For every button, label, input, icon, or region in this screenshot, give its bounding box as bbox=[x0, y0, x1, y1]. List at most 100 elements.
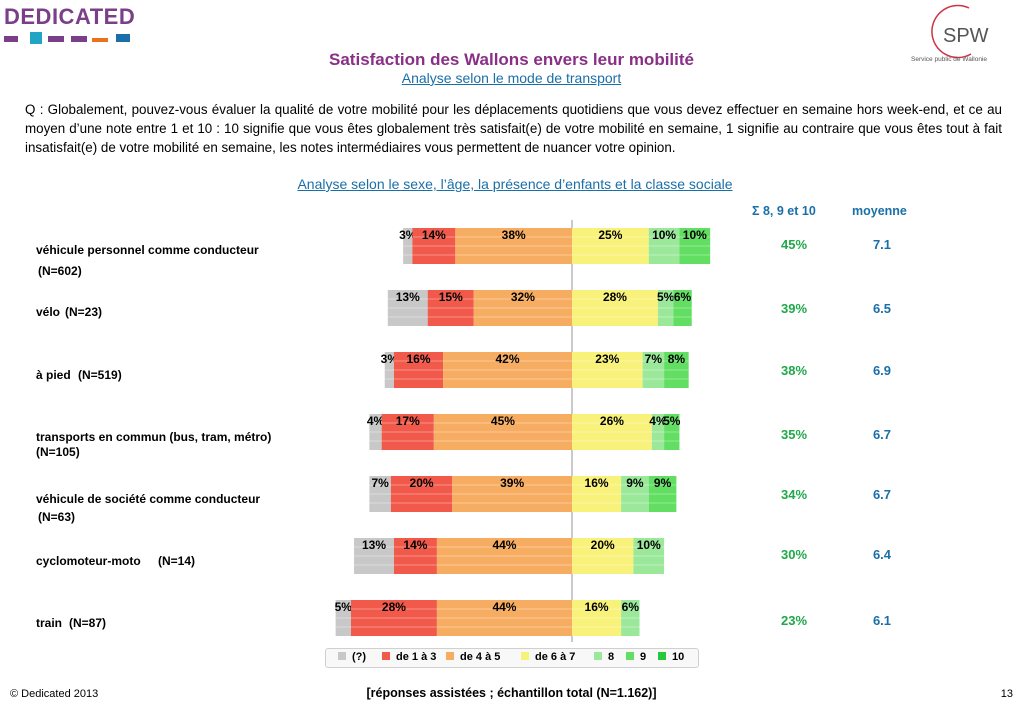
bar-data-label: 13% bbox=[396, 290, 420, 304]
bar-data-label: 20% bbox=[410, 476, 434, 490]
bar-data-label: 26% bbox=[600, 414, 624, 428]
bar-segment bbox=[673, 290, 692, 326]
row-n: (N=105) bbox=[36, 445, 80, 459]
question-text: Q : Globalement, pouvez-vous évaluer la … bbox=[25, 102, 1002, 155]
legend-swatch bbox=[594, 652, 602, 660]
brand-square bbox=[4, 36, 18, 42]
mean-value: 6.4 bbox=[872, 547, 892, 562]
legend-swatch bbox=[446, 652, 454, 660]
row-n: (N=87) bbox=[69, 616, 107, 630]
bar-data-label: 28% bbox=[382, 600, 406, 614]
bar-segment bbox=[443, 352, 572, 388]
bar-segment bbox=[648, 476, 677, 512]
bar-segment bbox=[427, 290, 474, 326]
sum-value: 30% bbox=[780, 547, 808, 562]
bar-data-label: 38% bbox=[502, 228, 526, 242]
brand-square bbox=[71, 36, 87, 42]
bar-data-label: 14% bbox=[422, 228, 446, 242]
sum-value: 34% bbox=[780, 487, 808, 502]
row-n: (N=63) bbox=[38, 510, 76, 524]
row-label: véhicule personnel comme conducteur bbox=[36, 243, 259, 257]
bar-data-label: 5% bbox=[657, 290, 675, 304]
row-label: vélo bbox=[36, 305, 61, 319]
copyright: © Dedicated 2013 bbox=[10, 688, 99, 700]
bar-segment bbox=[436, 600, 572, 636]
bar-segment bbox=[381, 414, 434, 450]
bar-segment bbox=[335, 600, 351, 636]
legend-label: de 4 à 5 bbox=[460, 651, 501, 663]
sum-value: 23% bbox=[780, 613, 808, 628]
bar-data-label: 5% bbox=[663, 414, 681, 428]
row-n: (N=14) bbox=[158, 554, 196, 568]
bar-data-label: 9% bbox=[626, 476, 644, 490]
bar-segment bbox=[572, 352, 643, 388]
mean-value: 6.7 bbox=[872, 487, 892, 502]
legend-swatch bbox=[626, 652, 634, 660]
spw-logo-text: SPW bbox=[943, 25, 989, 47]
brand-square bbox=[92, 38, 108, 42]
brand-logo-text: DEDICATED bbox=[4, 4, 136, 29]
bar-segment bbox=[412, 228, 456, 264]
mean-value: 6.7 bbox=[872, 427, 892, 442]
bar-segment bbox=[642, 352, 665, 388]
bar-data-label: 28% bbox=[603, 290, 627, 304]
bar-data-label: 7% bbox=[645, 352, 663, 366]
bar-data-label: 10% bbox=[683, 228, 707, 242]
bar-segment bbox=[369, 414, 382, 450]
bar-data-label: 44% bbox=[492, 538, 516, 552]
row-label: cyclomoteur-moto bbox=[36, 554, 141, 568]
bar-data-label: 16% bbox=[585, 476, 609, 490]
bar-data-label: 9% bbox=[654, 476, 672, 490]
bar-data-label: 4% bbox=[649, 414, 667, 428]
row-label: à pied bbox=[36, 368, 71, 382]
bar-data-label: 13% bbox=[362, 538, 386, 552]
sample-note: [réponses assistées ; échantillon total … bbox=[366, 686, 657, 700]
row-n: (N=519) bbox=[78, 368, 122, 382]
bar-segment bbox=[621, 476, 649, 512]
mean-column-header: moyenne bbox=[852, 204, 907, 218]
bar-data-label: 3% bbox=[399, 228, 417, 242]
bar-data-label: 39% bbox=[500, 476, 524, 490]
row-n: (N=23) bbox=[65, 305, 103, 319]
sum-value: 39% bbox=[780, 301, 808, 316]
bar-data-label: 16% bbox=[585, 600, 609, 614]
legend-swatch bbox=[382, 652, 390, 660]
bar-data-label: 23% bbox=[595, 352, 619, 366]
bar-segment bbox=[354, 538, 394, 574]
bar-segment bbox=[452, 476, 572, 512]
bar-segment bbox=[384, 352, 394, 388]
chart-legend: (?) de 1 à 3 de 4 à 5 de 6 à 7 8 9 10 bbox=[325, 648, 699, 668]
bar-segment bbox=[387, 290, 428, 326]
bar-segment bbox=[369, 476, 391, 512]
bar-segment bbox=[572, 538, 634, 574]
bar-segment bbox=[473, 290, 572, 326]
bar-segment bbox=[664, 352, 689, 388]
brand-square bbox=[116, 34, 130, 42]
bar-data-label: 17% bbox=[396, 414, 420, 428]
bar-segment bbox=[572, 228, 649, 264]
row-label: train bbox=[36, 616, 63, 630]
bar-segment bbox=[664, 414, 680, 450]
spw-logo-caption: Service public de Wallonie bbox=[911, 56, 987, 63]
legend-label: de 6 à 7 bbox=[535, 651, 576, 663]
bar-data-label: 14% bbox=[403, 538, 427, 552]
page-number: 13 bbox=[1000, 688, 1013, 700]
bar-data-label: 32% bbox=[511, 290, 535, 304]
bar-segment bbox=[657, 290, 674, 326]
bar-segment bbox=[393, 352, 444, 388]
bar-data-label: 8% bbox=[668, 352, 686, 366]
bar-data-label: 16% bbox=[406, 352, 430, 366]
row-n: (N=602) bbox=[38, 264, 82, 278]
legend-swatch bbox=[658, 652, 666, 660]
sum-column-header: Σ 8, 9 et 10 bbox=[752, 204, 816, 218]
bar-segment bbox=[648, 228, 680, 264]
sum-value: 38% bbox=[780, 363, 808, 378]
bar-segment bbox=[679, 228, 711, 264]
analysis-link[interactable]: Analyse selon le sexe, l’âge, la présenc… bbox=[297, 176, 733, 192]
bar-segment bbox=[390, 476, 453, 512]
legend-label: 9 bbox=[640, 651, 647, 663]
spw-logo: SPW Service public de Wallonie bbox=[911, 4, 989, 63]
legend-label: 10 bbox=[672, 651, 685, 663]
bar-data-label: 4% bbox=[367, 414, 385, 428]
